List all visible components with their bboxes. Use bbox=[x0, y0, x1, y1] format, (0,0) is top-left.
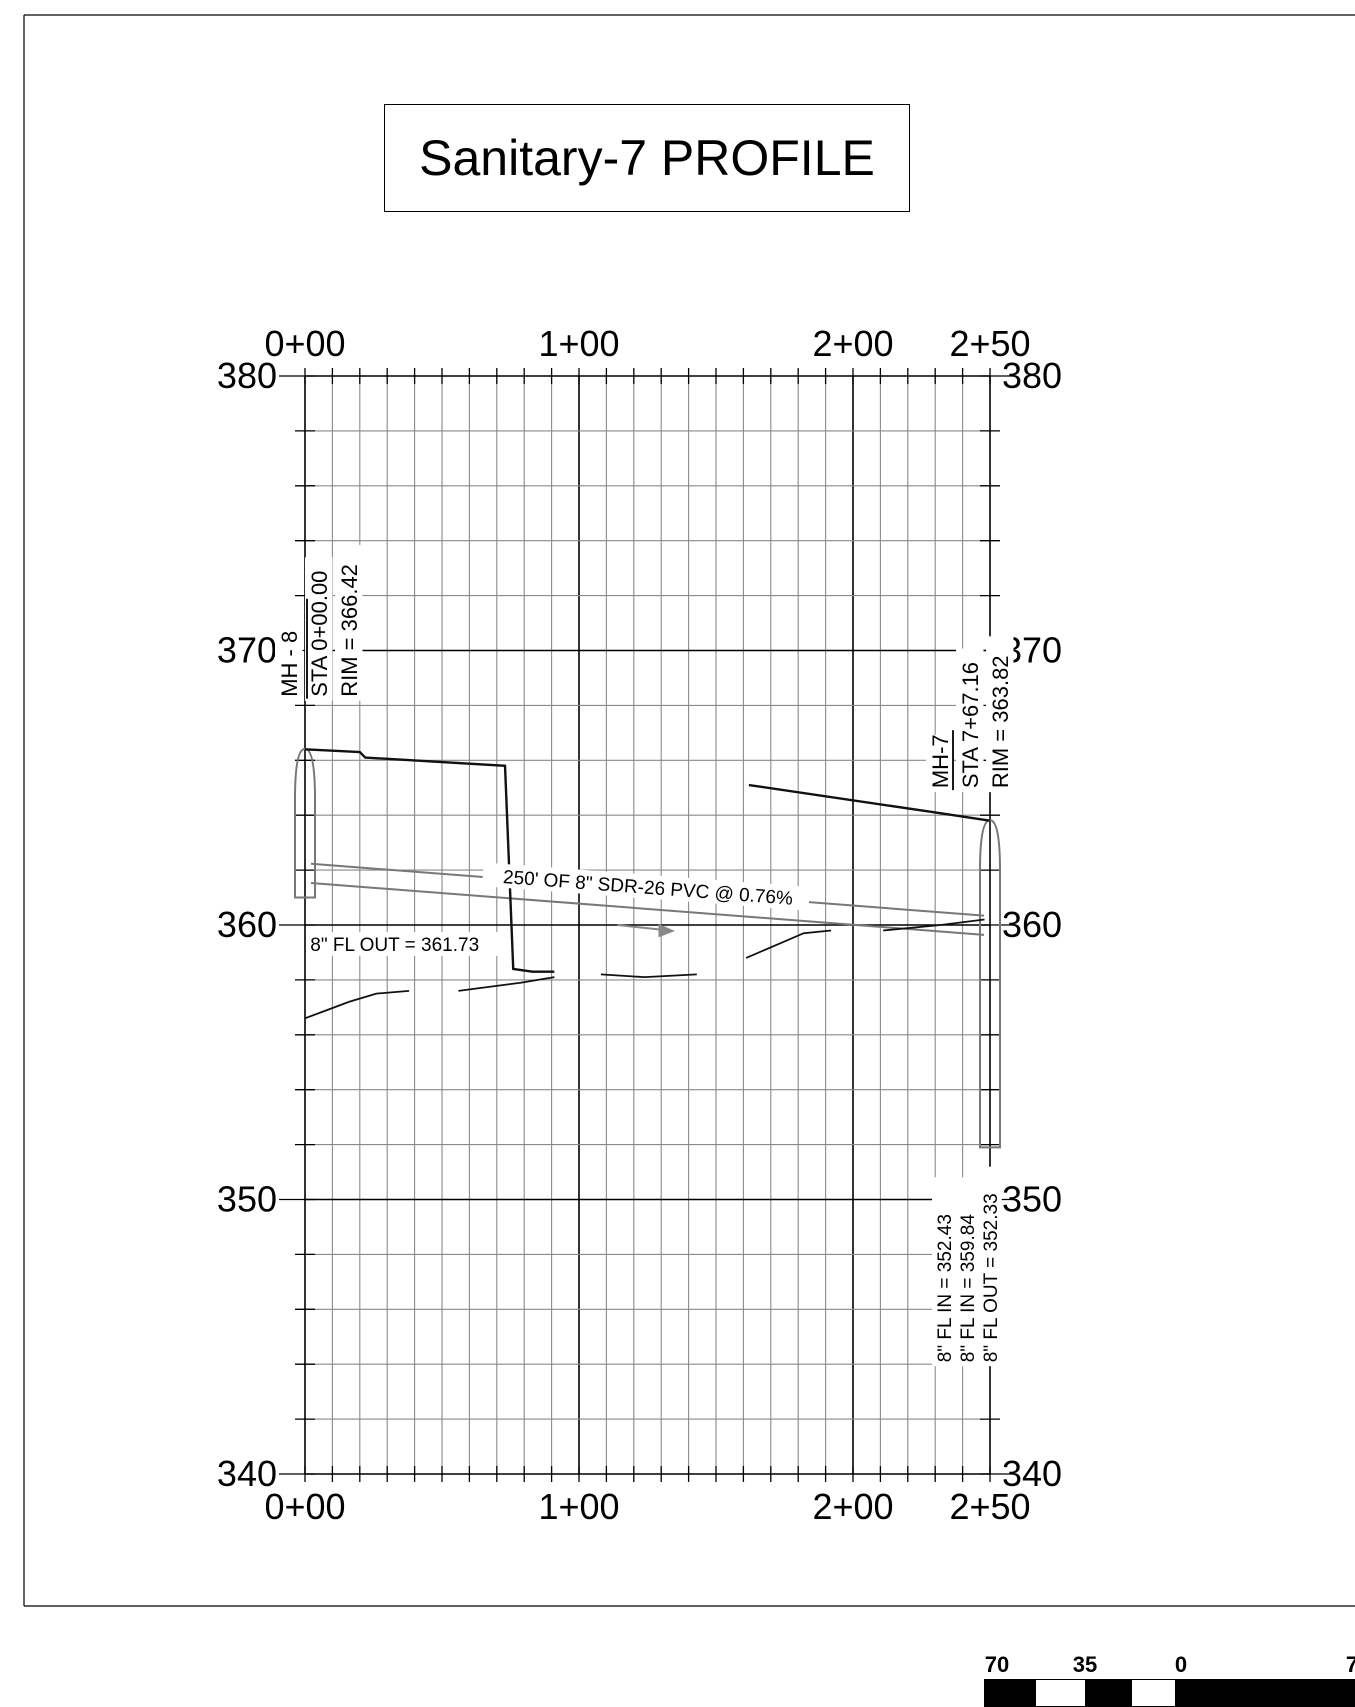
profile-line-dashed-grade bbox=[458, 976, 555, 992]
mh8-label-line-bg bbox=[305, 557, 333, 701]
x-tick-label-top: 0+00 bbox=[264, 323, 345, 364]
mh7-label-line-bg bbox=[956, 648, 984, 793]
fl-out-left-label-group: 8" FL OUT = 361.73 bbox=[306, 932, 506, 956]
profile-line-dashed-grade bbox=[304, 989, 410, 1020]
flow-arrow-head bbox=[658, 923, 675, 938]
profile-line-existing-ground bbox=[304, 748, 555, 973]
right-invert-label-bg bbox=[955, 1177, 979, 1367]
mh8-label-line-bg bbox=[275, 618, 303, 701]
right-invert-label-group: 8" FL IN = 352.43 bbox=[932, 1177, 956, 1367]
x-tick-label-bottom: 2+00 bbox=[812, 1486, 893, 1527]
x-tick-label-top: 1+00 bbox=[538, 323, 619, 364]
mh8-label-line-group: MH - 8 bbox=[275, 618, 303, 701]
y-tick-label-right: 360 bbox=[1002, 904, 1062, 945]
profile-line-existing-ground bbox=[748, 783, 991, 822]
x-tick-label-bottom: 0+00 bbox=[264, 1486, 345, 1527]
y-tick-label-right: 340 bbox=[1002, 1453, 1062, 1494]
right-invert-label: 8" FL IN = 359.84 bbox=[958, 1214, 979, 1363]
pipe-label: 250' OF 8" SDR-26 PVC @ 0.76% bbox=[502, 867, 793, 910]
scale-bar-label: 70 bbox=[985, 1652, 1009, 1677]
mh7-label-line-group: STA 7+67.16 bbox=[956, 648, 984, 793]
right-invert-label: 8" FL IN = 352.43 bbox=[935, 1214, 956, 1362]
grid bbox=[279, 368, 1016, 1482]
mh7-label-line-group: MH-7 bbox=[926, 734, 954, 793]
mh8-label-line: STA 0+00.00 bbox=[307, 571, 332, 697]
scale-bar-label: 0 bbox=[1175, 1652, 1187, 1677]
y-tick-label-right: 350 bbox=[1002, 1179, 1062, 1220]
mh8-label-line-bg bbox=[335, 544, 363, 701]
scale-bar-segment bbox=[985, 1693, 1036, 1707]
mh7-label-line-bg bbox=[926, 734, 954, 793]
scale-bar-segment bbox=[1085, 1693, 1132, 1707]
scale-bar-label: 35 bbox=[1073, 1652, 1097, 1677]
scale-bar-label: 7 bbox=[1346, 1652, 1355, 1677]
pipe-label-bg bbox=[482, 862, 811, 911]
pipe-invert bbox=[310, 882, 985, 936]
mh8-label-line-group: STA 0+00.00 bbox=[305, 557, 333, 701]
profile-line-dashed-grade bbox=[600, 973, 697, 979]
y-tick-label-left: 350 bbox=[217, 1179, 277, 1220]
mh7-label-line-group: RIM = 363.82 bbox=[986, 636, 1014, 793]
right-invert-label-bg bbox=[932, 1177, 956, 1367]
y-tick-label-right: 380 bbox=[1002, 355, 1062, 396]
mh7-label-line: RIM = 363.82 bbox=[988, 655, 1013, 788]
mh8-label-line: MH - 8 bbox=[277, 631, 302, 697]
x-tick-label-top: 2+00 bbox=[812, 323, 893, 364]
right-invert-label-group: 8" FL IN = 359.84 bbox=[955, 1177, 979, 1367]
scale-bar-segment bbox=[1175, 1693, 1355, 1707]
x-tick-label-bottom: 2+50 bbox=[949, 1486, 1030, 1527]
mh8-label-line: RIM = 366.42 bbox=[337, 564, 362, 697]
profile-marks bbox=[294, 747, 1001, 1149]
y-tick-label-left: 340 bbox=[217, 1453, 277, 1494]
title-box: Sanitary-7 PROFILE bbox=[384, 104, 910, 212]
right-invert-label: 8" FL OUT = 352.33 bbox=[981, 1193, 1002, 1362]
right-invert-label-group: 8" FL OUT = 352.33 bbox=[978, 1166, 1002, 1367]
scale-bar: 70 35 0 7 bbox=[984, 1652, 1355, 1707]
profile-line-dashed-grade bbox=[883, 918, 985, 932]
mh7-label-line: STA 7+67.16 bbox=[958, 662, 983, 788]
scale-bar-segment bbox=[1036, 1680, 1085, 1693]
profile-line-dashed-grade bbox=[745, 929, 832, 959]
mh7-label-line: MH-7 bbox=[928, 734, 953, 788]
scale-bar-segment bbox=[1132, 1680, 1175, 1693]
fl-out-left-label-bg bbox=[306, 932, 506, 956]
mh8-label-line-group: RIM = 366.42 bbox=[335, 544, 363, 701]
profile-title: Sanitary-7 PROFILE bbox=[419, 130, 875, 186]
y-tick-label-left: 380 bbox=[217, 355, 277, 396]
y-tick-label-left: 370 bbox=[217, 630, 277, 671]
manhole-mh-8 bbox=[294, 747, 316, 899]
x-tick-label-top: 2+50 bbox=[949, 323, 1030, 364]
mh7-label-line-bg bbox=[986, 636, 1014, 793]
x-tick-label-bottom: 1+00 bbox=[538, 1486, 619, 1527]
fl-out-left-label: 8" FL OUT = 361.73 bbox=[310, 935, 479, 956]
right-invert-label-bg bbox=[978, 1166, 1002, 1367]
y-tick-label-left: 360 bbox=[217, 904, 277, 945]
